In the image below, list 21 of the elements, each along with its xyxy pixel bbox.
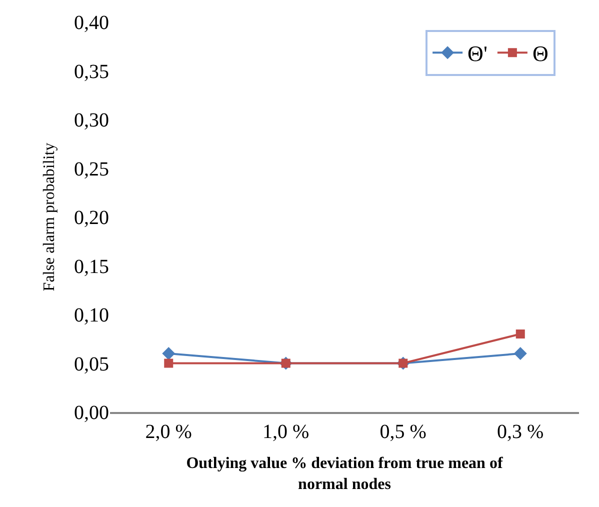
x-axis-title: Outlying value % deviation from true mean of normal nodes <box>186 455 504 493</box>
x-tick-label: 2,0 % <box>145 421 192 443</box>
y-tick-label: 0,30 <box>74 110 109 132</box>
y-tick-label: 0,10 <box>74 304 109 326</box>
x-tick-label: 1,0 % <box>262 421 310 443</box>
x-tick-label: 0,3 % <box>497 421 544 443</box>
y-tick-label: 0,00 <box>74 402 109 424</box>
x-tick-label: 0,5 % <box>380 421 426 443</box>
point <box>516 330 525 338</box>
y-tick-label: 0,35 <box>74 60 109 83</box>
point <box>162 347 176 360</box>
y-axis-title: False alarm probability <box>40 142 58 292</box>
y-tick-label: 0,25 <box>74 158 109 180</box>
point <box>164 358 174 368</box>
y-tick-label: 0,40 <box>74 12 109 34</box>
y-tick-label: 0,20 <box>74 207 109 229</box>
point <box>514 347 527 360</box>
y-tick-label: 0,15 <box>74 256 109 278</box>
legend-label: Θ' <box>468 41 488 66</box>
legend-label: Θ <box>532 41 548 66</box>
y-tick-label: 0,05 <box>74 353 109 376</box>
